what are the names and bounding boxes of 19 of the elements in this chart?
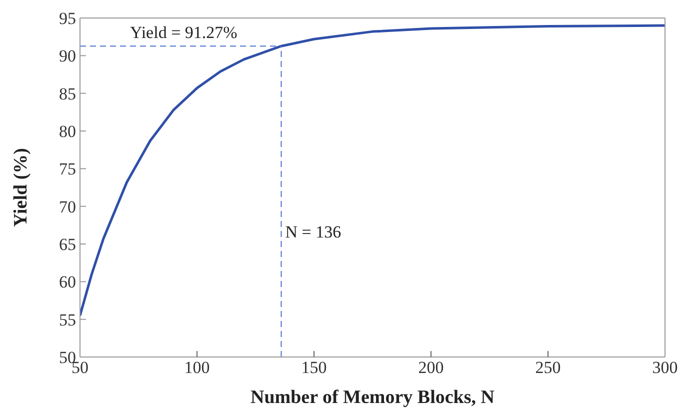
y-tick-label: 95 <box>59 9 76 28</box>
y-tick-label: 55 <box>59 310 76 330</box>
x-tick-label: 250 <box>535 358 561 378</box>
x-tick-label: 300 <box>652 358 678 378</box>
y-tick-label: 60 <box>59 272 76 292</box>
y-axis-title: Yield (%) <box>10 148 32 227</box>
y-tick-label: 90 <box>59 46 76 66</box>
y-tick-label: 75 <box>59 160 76 179</box>
ref-line-label: Yield = 91.27% <box>130 23 238 42</box>
ref-line-label: N = 136 <box>285 222 342 242</box>
y-tick-label: 70 <box>59 197 76 216</box>
y-tick-label: 80 <box>59 122 76 142</box>
y-tick-label: 65 <box>59 235 76 254</box>
x-axis-title: Number of Memory Blocks, N <box>250 387 495 408</box>
x-tick-label: 150 <box>301 358 327 378</box>
x-tick-label: 100 <box>184 358 210 378</box>
line-series <box>80 24 665 317</box>
y-tick-label: 85 <box>59 84 76 104</box>
x-tick-label: 200 <box>418 358 444 378</box>
